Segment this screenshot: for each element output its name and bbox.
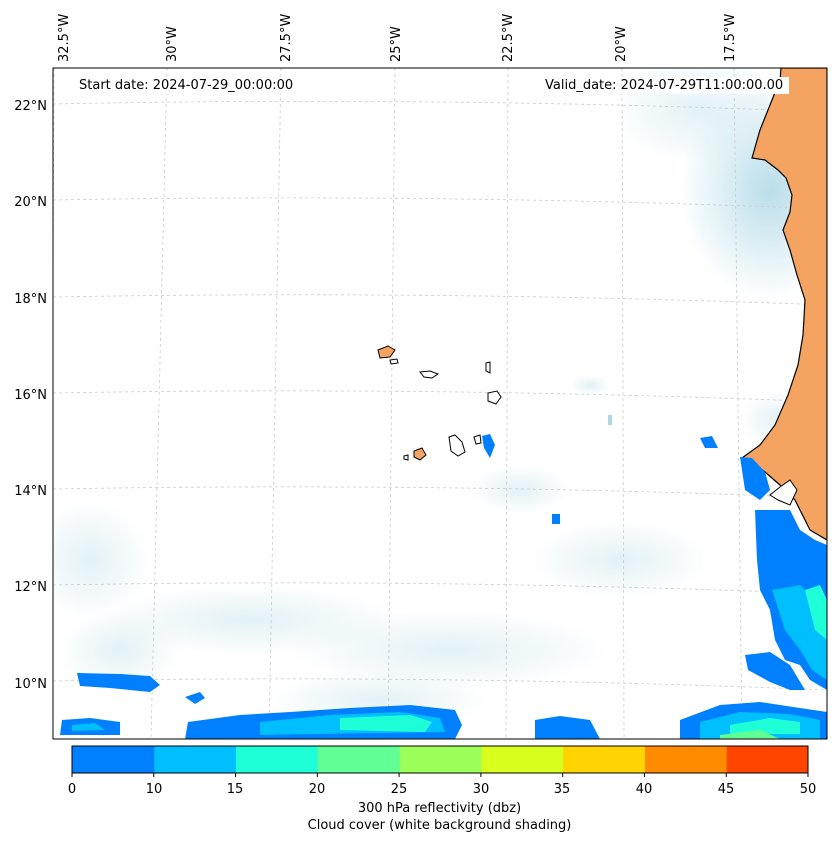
colorbar-tick-label: 0: [67, 782, 77, 797]
colorbar: [71, 745, 809, 777]
lon-label: 32.5°W: [57, 14, 72, 62]
colorbar-segment: [235, 746, 318, 773]
lon-gridlines: [53, 68, 743, 739]
colorbar-segment: [72, 746, 155, 773]
map-frame: [52, 67, 828, 740]
lon-label: 17.5°W: [723, 14, 738, 62]
lon-label: 27.5°W: [279, 14, 294, 62]
colorbar-segment: [480, 746, 564, 773]
colorbar-tick-label: 40: [635, 782, 653, 797]
lon-label: 20°W: [614, 26, 629, 62]
reflectivity-layer: [60, 415, 827, 739]
lat-label: 22°N: [14, 99, 47, 114]
lat-gridlines: [53, 100, 827, 691]
colorbar-segment: [153, 746, 237, 773]
colorbar-tick-label: 45: [717, 782, 735, 797]
map-area: [53, 68, 827, 739]
colorbar-tick-label: 15: [226, 782, 244, 797]
lon-label: 30°W: [165, 26, 180, 62]
colorbar-segment: [562, 746, 645, 773]
lat-label: 16°N: [14, 388, 47, 403]
colorbar-tick-label: 50: [799, 782, 817, 797]
lon-label: 25°W: [389, 26, 404, 62]
colorbar-segment: [399, 746, 482, 773]
colorbar-tick-label: 10: [145, 782, 163, 797]
colorbar-tick-label: 20: [308, 782, 326, 797]
lat-label: 20°N: [14, 195, 47, 210]
colorbar-tick-label: 35: [553, 782, 571, 797]
longitude-labels: 32.5°W 30°W 27.5°W 25°W 22.5°W 20°W 17.5…: [57, 14, 738, 62]
colorbar-tick-label: 30: [472, 782, 490, 797]
colorbar-segment: [317, 746, 400, 773]
colorbar-sublabel: Cloud cover (white background shading): [307, 818, 572, 833]
lat-label: 10°N: [14, 677, 47, 692]
cape-verde-islands: [377, 345, 502, 461]
senegal-coast: [769, 479, 798, 506]
colorbar-frame: [71, 745, 809, 774]
lat-label: 18°N: [14, 292, 47, 307]
colorbar-segment: [644, 746, 727, 773]
start-date-label: Start date: 2024-07-29_00:00:00: [73, 77, 300, 94]
lat-label: 12°N: [14, 580, 47, 595]
lon-label: 22.5°W: [501, 14, 516, 62]
lat-label: 14°N: [14, 484, 47, 499]
colorbar-segment: [726, 746, 809, 773]
colorbar-label: 300 hPa reflectivity (dbz): [357, 801, 522, 816]
colorbar-tick-label: 25: [390, 782, 408, 797]
valid-date-label: Valid_date: 2024-07-29T11:00:00.00: [539, 77, 790, 94]
latitude-labels: 22°N 20°N 18°N 16°N 14°N 12°N 10°N: [14, 99, 47, 692]
